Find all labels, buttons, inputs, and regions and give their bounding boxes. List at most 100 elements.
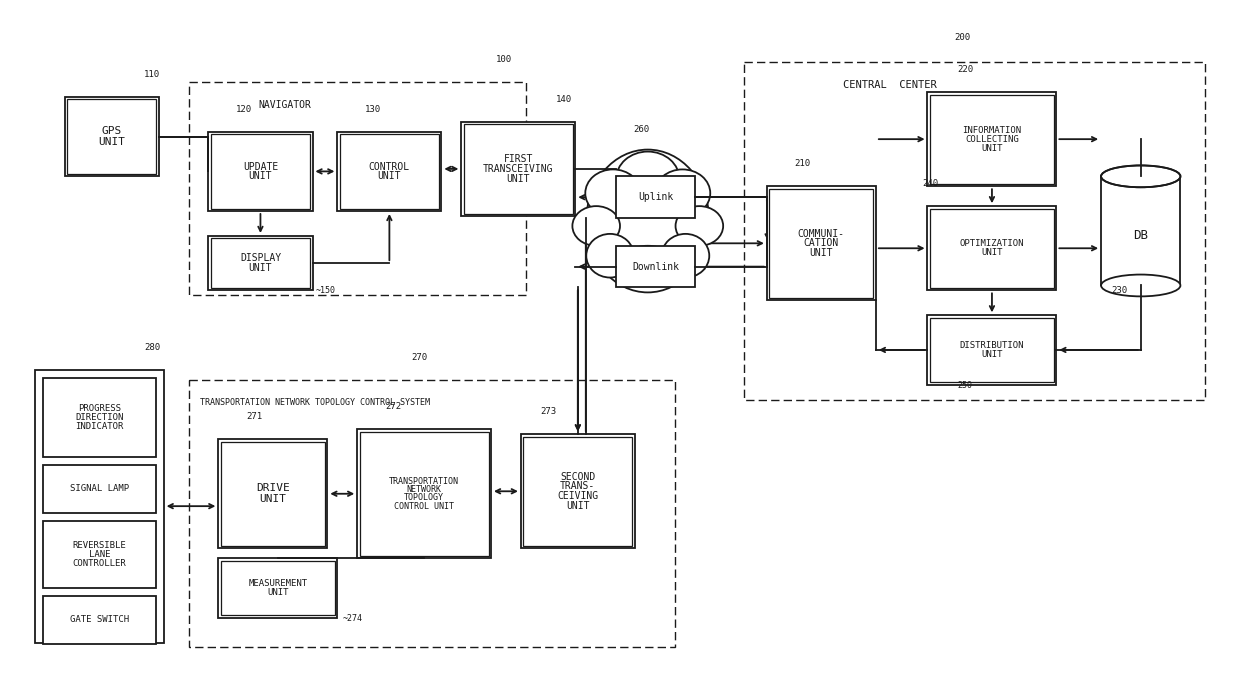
Text: 240: 240 [923, 179, 939, 188]
Bar [218, 439, 327, 549]
Bar [208, 236, 312, 291]
Ellipse shape [573, 206, 620, 246]
Ellipse shape [676, 206, 723, 246]
Text: DISTRIBUTION: DISTRIBUTION [960, 341, 1024, 350]
Bar [523, 436, 632, 546]
Bar [42, 378, 156, 457]
Text: OPTIMIZATION: OPTIMIZATION [960, 239, 1024, 248]
Bar [188, 380, 675, 648]
Bar [42, 465, 156, 512]
Text: 110: 110 [144, 70, 160, 79]
Text: DISPLAY: DISPLAY [239, 253, 281, 263]
Text: ~150: ~150 [315, 287, 336, 295]
Ellipse shape [585, 170, 641, 217]
Text: UNIT: UNIT [249, 263, 273, 273]
Text: 273: 273 [541, 408, 557, 417]
Bar [42, 521, 156, 588]
Text: 260: 260 [632, 124, 649, 133]
Bar [340, 134, 439, 209]
Text: UNIT: UNIT [981, 248, 1003, 257]
Ellipse shape [655, 170, 711, 217]
Text: 210: 210 [795, 159, 811, 168]
Bar [616, 176, 696, 218]
Text: 100: 100 [496, 55, 512, 64]
Text: CONTROL: CONTROL [368, 161, 410, 172]
Bar [218, 558, 337, 618]
Text: COLLECTING: COLLECTING [965, 135, 1019, 144]
Text: 272: 272 [384, 402, 401, 412]
Bar [616, 246, 696, 287]
Text: FIRST: FIRST [503, 154, 533, 164]
Text: COMMUNI-: COMMUNI- [797, 228, 844, 239]
Text: Downlink: Downlink [632, 261, 680, 272]
Text: 271: 271 [246, 412, 262, 421]
Bar [64, 97, 159, 176]
Text: DIRECTION: DIRECTION [76, 413, 124, 422]
Bar [930, 209, 1054, 288]
Text: 200: 200 [955, 34, 971, 42]
Text: UNIT: UNIT [567, 501, 589, 511]
Text: ~274: ~274 [342, 614, 362, 622]
Text: UNIT: UNIT [259, 495, 286, 504]
Text: INDICATOR: INDICATOR [76, 422, 124, 431]
Text: 230: 230 [1111, 287, 1127, 295]
Text: TRANS-: TRANS- [560, 482, 595, 491]
Bar [208, 132, 312, 211]
Text: UNIT: UNIT [267, 588, 289, 597]
Bar [221, 561, 335, 616]
Text: TOPOLOGY: TOPOLOGY [404, 493, 444, 503]
Text: 250: 250 [957, 380, 972, 390]
Text: CENTRAL  CENTER: CENTRAL CENTER [843, 80, 937, 90]
Text: MEASUREMENT: MEASUREMENT [248, 579, 308, 588]
Text: TRANSPORTATION: TRANSPORTATION [389, 477, 459, 486]
Bar [221, 442, 325, 546]
Bar [211, 134, 310, 209]
Text: CATION: CATION [804, 238, 839, 248]
Bar [67, 99, 156, 174]
Text: SIGNAL LAMP: SIGNAL LAMP [69, 484, 129, 493]
Text: 140: 140 [556, 95, 572, 104]
Text: PROGRESS: PROGRESS [78, 404, 120, 413]
Text: NAVIGATOR: NAVIGATOR [258, 100, 311, 110]
Text: 130: 130 [365, 105, 381, 114]
Ellipse shape [1101, 166, 1180, 187]
Bar [211, 238, 310, 288]
Text: CONTROLLER: CONTROLLER [72, 559, 126, 568]
Bar [928, 206, 1056, 291]
Text: CONTROL UNIT: CONTROL UNIT [394, 502, 454, 511]
Bar [766, 186, 875, 300]
Text: UPDATE: UPDATE [243, 161, 278, 172]
Text: 270: 270 [412, 353, 428, 362]
Ellipse shape [1101, 274, 1180, 296]
Text: TRANSCEIVING: TRANSCEIVING [484, 164, 553, 174]
Text: 280: 280 [144, 343, 160, 352]
Text: UNIT: UNIT [378, 171, 401, 181]
Text: REVERSIBLE: REVERSIBLE [72, 541, 126, 550]
Ellipse shape [587, 150, 709, 292]
Text: SECOND: SECOND [560, 472, 595, 482]
Bar [357, 430, 491, 558]
Text: UNIT: UNIT [249, 171, 273, 181]
Text: UNIT: UNIT [98, 137, 125, 147]
Ellipse shape [587, 234, 634, 278]
Text: GPS: GPS [102, 126, 122, 136]
Text: CEIVING: CEIVING [557, 491, 599, 501]
Text: INFORMATION: INFORMATION [962, 126, 1022, 135]
Text: UNIT: UNIT [507, 174, 529, 183]
Text: LANE: LANE [88, 550, 110, 559]
Bar [930, 317, 1054, 382]
Bar [42, 596, 156, 644]
Text: 220: 220 [957, 65, 973, 74]
Bar [337, 132, 441, 211]
Text: GATE SWITCH: GATE SWITCH [69, 615, 129, 624]
Text: Uplink: Uplink [639, 192, 673, 202]
Ellipse shape [620, 246, 676, 285]
Bar [928, 315, 1056, 384]
Ellipse shape [616, 152, 680, 207]
Text: UNIT: UNIT [810, 248, 833, 258]
Text: 120: 120 [236, 105, 252, 114]
Bar [930, 94, 1054, 184]
Bar [1101, 176, 1180, 285]
Bar [769, 189, 873, 298]
Bar [464, 124, 573, 213]
